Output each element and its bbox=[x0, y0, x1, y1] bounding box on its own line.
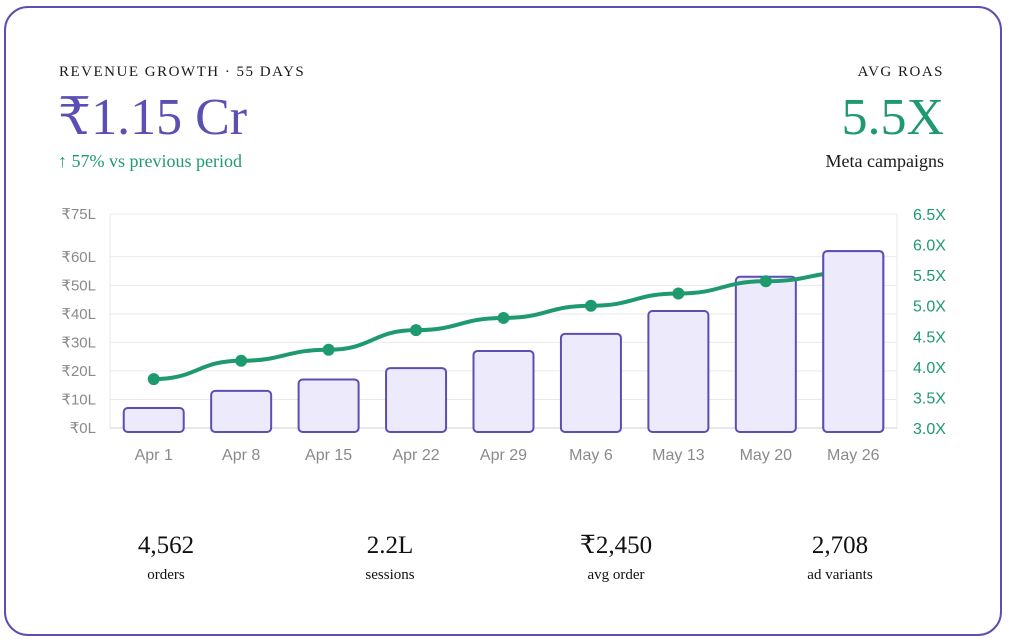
left-tick-label: ₹40L bbox=[61, 306, 96, 323]
roas-line bbox=[147, 250, 885, 433]
stat-label: ad variants bbox=[807, 567, 873, 583]
x-tick-label: May 20 bbox=[740, 447, 793, 464]
roas-point bbox=[147, 373, 160, 386]
left-tick-label: ₹10L bbox=[61, 391, 96, 408]
right-tick-label: 3.0X bbox=[913, 421, 946, 438]
right-tick-label: 6.0X bbox=[913, 238, 946, 255]
left-axis: ₹0L ₹10L ₹20L ₹30L ₹40L ₹50L ₹60L ₹75L bbox=[61, 206, 96, 437]
stat-label: orders bbox=[147, 567, 185, 583]
right-tick-label: 6.5X bbox=[913, 207, 946, 224]
left-tick-label: ₹50L bbox=[61, 277, 96, 294]
stat-value: 4,562 bbox=[137, 532, 195, 559]
x-tick-label: May 6 bbox=[569, 447, 613, 464]
roas-point bbox=[672, 287, 685, 300]
x-tick-label: Apr 1 bbox=[135, 447, 173, 464]
x-tick-label: Apr 8 bbox=[222, 447, 260, 464]
revenue-kicker: REVENUE GROWTH · 55 DAYS bbox=[59, 64, 306, 80]
revenue-bar bbox=[647, 310, 710, 433]
roas-point bbox=[235, 354, 248, 367]
x-axis: Apr 1 Apr 8 Apr 15 Apr 22 Apr 29 May 6 May 13 M… bbox=[135, 447, 880, 464]
revenue-bar bbox=[559, 332, 622, 433]
stat-ad-variants: 2,708 ad variants bbox=[760, 532, 920, 585]
roas-point bbox=[322, 343, 335, 356]
stat-orders: 4,562 orders bbox=[86, 532, 246, 585]
roas-point bbox=[497, 311, 510, 324]
left-tick-label: ₹60L bbox=[61, 249, 96, 266]
revenue-value: ₹1.15 Cr bbox=[58, 89, 248, 146]
right-tick-label: 4.5X bbox=[913, 329, 946, 346]
right-tick-label: 5.0X bbox=[913, 299, 946, 316]
left-tick-label: ₹0L bbox=[70, 420, 96, 437]
x-tick-label: Apr 22 bbox=[392, 447, 439, 464]
growth-note: ↑ 57% vs previous period bbox=[58, 151, 242, 171]
right-tick-label: 5.5X bbox=[913, 268, 946, 285]
roas-kicker: AVG ROAS bbox=[857, 64, 944, 80]
revenue-bar bbox=[385, 367, 448, 433]
x-tick-label: Apr 29 bbox=[480, 447, 527, 464]
right-tick-label: 4.0X bbox=[913, 360, 946, 377]
stat-value: 2.2L bbox=[366, 532, 414, 559]
x-tick-label: May 13 bbox=[652, 447, 705, 464]
revenue-bar-overlay bbox=[822, 250, 885, 433]
revenue-bar bbox=[734, 275, 797, 433]
left-tick-label: ₹75L bbox=[61, 206, 96, 223]
x-tick-label: May 26 bbox=[827, 447, 880, 464]
right-tick-label: 3.5X bbox=[913, 390, 946, 407]
roas-point bbox=[759, 275, 772, 288]
roas-point bbox=[410, 324, 423, 337]
stat-label: avg order bbox=[587, 567, 645, 583]
right-axis: 3.0X 3.5X 4.0X 4.5X 5.0X 5.5X 6.0X 6.5X bbox=[913, 207, 946, 438]
stat-label: sessions bbox=[365, 567, 415, 583]
roas-point bbox=[584, 299, 597, 312]
left-tick-label: ₹30L bbox=[61, 334, 96, 351]
x-tick-label: Apr 15 bbox=[305, 447, 352, 464]
stat-value: 2,708 bbox=[811, 532, 869, 559]
revenue-bar bbox=[122, 407, 185, 434]
revenue-bar bbox=[297, 378, 360, 433]
left-tick-label: ₹20L bbox=[61, 363, 96, 380]
stat-sessions: 2.2L sessions bbox=[310, 532, 470, 585]
revenue-bar bbox=[472, 349, 535, 434]
revenue-roas-chart: ₹0L ₹10L ₹20L ₹30L ₹40L ₹50L ₹60L ₹75L 3.0X 3.5X… bbox=[61, 206, 946, 464]
revenue-bar bbox=[210, 389, 273, 433]
stat-avg-order: ₹2,450 avg order bbox=[536, 532, 696, 585]
roas-note: Meta campaigns bbox=[825, 151, 944, 171]
roas-value: 5.5X bbox=[841, 89, 944, 146]
stat-value: ₹2,450 bbox=[579, 532, 653, 559]
stats-row: 4,562 orders 2.2L sessions ₹2,450 avg or… bbox=[0, 532, 1009, 592]
